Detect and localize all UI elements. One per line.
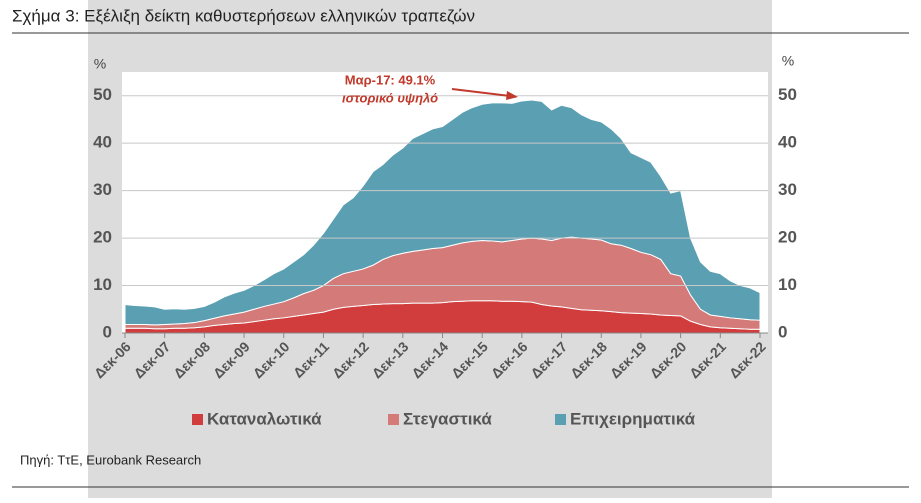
legend-swatch bbox=[555, 414, 566, 425]
source: Πηγή: ΤτΕ, Eurobank Research bbox=[20, 452, 201, 467]
legend-swatch bbox=[192, 414, 203, 425]
annotation: ιστορικό υψηλό bbox=[342, 90, 438, 105]
annotation-arrow bbox=[451, 88, 511, 97]
annotation: Μαρ-17: 49.1% bbox=[345, 72, 436, 87]
y-tick-label: 10 bbox=[93, 275, 112, 294]
y-tick-label: 20 bbox=[93, 228, 112, 247]
area bbox=[124, 99, 761, 326]
chart-title: Σχήμα 3: Εξέλιξη δείκτη καθυστερήσεων ελ… bbox=[12, 6, 475, 25]
y2-tick-label: 10 bbox=[778, 275, 797, 294]
arrow-head bbox=[506, 91, 518, 100]
y-tick-label: 30 bbox=[93, 180, 112, 199]
y2-tick-label: 0 bbox=[778, 322, 787, 341]
y-label: % bbox=[94, 56, 106, 72]
y-tick-label: 0 bbox=[103, 322, 112, 341]
y2-tick-label: 20 bbox=[778, 228, 797, 247]
y-tick-label: 40 bbox=[93, 133, 112, 152]
legend-label: Στεγαστικά bbox=[403, 409, 492, 428]
y2-label: % bbox=[782, 53, 794, 69]
y-tick-label: 50 bbox=[93, 85, 112, 104]
y2-tick-label: 50 bbox=[778, 85, 797, 104]
legend-label: Καταναλωτικά bbox=[207, 409, 322, 428]
y2-tick-label: 30 bbox=[778, 180, 797, 199]
legend-label: Επιχειρηματικά bbox=[570, 409, 696, 428]
legend-swatch bbox=[388, 414, 399, 425]
y2-tick-label: 40 bbox=[778, 133, 797, 152]
